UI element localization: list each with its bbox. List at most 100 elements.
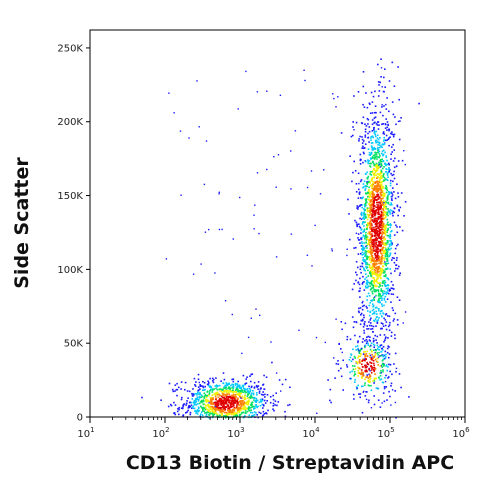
event-dot (243, 398, 246, 401)
event-dot (362, 326, 365, 328)
event-dot (382, 265, 385, 268)
event-dot (389, 213, 391, 215)
event-dot (330, 401, 332, 404)
event-dot (367, 224, 369, 227)
event-dot (264, 396, 266, 398)
event-dot (364, 350, 367, 353)
event-dot (256, 386, 259, 388)
event-dot (376, 342, 378, 344)
event-dot (222, 394, 225, 396)
event-dot (374, 218, 377, 220)
event-dot (361, 136, 363, 138)
event-dot (370, 281, 373, 283)
event-dot (363, 248, 365, 250)
event-dot (211, 389, 214, 391)
event-dot (377, 319, 380, 321)
event-dot (370, 269, 372, 272)
event-dot (228, 393, 231, 396)
event-dot (379, 270, 381, 272)
event-dot (361, 319, 364, 322)
event-dot (376, 254, 379, 256)
event-dot (374, 235, 376, 237)
event-dot (363, 217, 365, 219)
event-dot (273, 409, 275, 412)
event-dot (235, 400, 237, 402)
event-dot (377, 308, 380, 310)
event-dot (354, 368, 357, 370)
event-dot (370, 369, 373, 371)
event-dot (366, 207, 369, 209)
event-dot (219, 410, 221, 413)
event-dot (355, 349, 357, 351)
event-dot (383, 105, 385, 107)
event-dot (362, 85, 365, 88)
y-axis-title: Side Scatter (11, 157, 33, 289)
event-dot (383, 400, 386, 403)
event-dot (383, 275, 385, 277)
event-dot (386, 126, 389, 129)
event-dot (385, 207, 387, 210)
event-dot (381, 363, 384, 366)
event-dot (209, 411, 212, 413)
event-dot (368, 186, 370, 189)
event-dot (373, 298, 375, 301)
event-dot (362, 161, 364, 164)
event-dot (391, 146, 393, 148)
event-dot (393, 261, 396, 264)
event-dot (368, 130, 371, 133)
event-dot (366, 299, 368, 301)
event-dot (361, 265, 364, 268)
event-dot (229, 395, 232, 398)
event-dot (362, 338, 364, 340)
event-dot (387, 241, 389, 244)
event-dot (385, 336, 387, 338)
event-dot (373, 148, 375, 150)
event-dot (374, 280, 376, 282)
event-dot (218, 398, 221, 400)
event-dot (205, 140, 208, 142)
event-dot (370, 151, 373, 154)
event-dot (373, 244, 375, 247)
event-dot (334, 377, 336, 379)
event-dot (382, 359, 384, 361)
event-dot (381, 242, 384, 244)
event-dot (373, 127, 375, 129)
event-dot (215, 385, 218, 387)
event-dot (340, 348, 342, 350)
event-dot (353, 160, 355, 163)
event-dot (378, 90, 381, 92)
event-dot (266, 394, 269, 396)
event-dot (364, 134, 367, 137)
event-dot (381, 150, 384, 153)
event-dot (247, 390, 249, 393)
event-dot (200, 405, 202, 408)
event-dot (289, 386, 291, 389)
event-dot (361, 366, 364, 368)
event-dot (372, 368, 375, 371)
event-dot (355, 361, 357, 363)
event-dot (384, 247, 387, 249)
event-dot (379, 191, 382, 194)
event-dot (378, 300, 381, 302)
event-dot (373, 362, 375, 365)
event-dot (361, 206, 363, 209)
event-dot (374, 318, 377, 320)
event-dot (383, 204, 386, 207)
event-dot (369, 171, 372, 173)
event-dot (367, 285, 370, 288)
event-dot (381, 381, 384, 384)
event-dot (187, 409, 189, 412)
event-dot (394, 312, 397, 315)
event-dot (218, 193, 220, 195)
event-dot (372, 267, 374, 269)
event-dot (373, 158, 376, 160)
event-dot (223, 386, 225, 388)
event-dot (374, 253, 376, 255)
event-dot (355, 279, 357, 282)
event-dot (372, 331, 374, 333)
event-dot (368, 209, 371, 212)
event-dot (370, 325, 373, 327)
event-dot (381, 249, 384, 251)
event-dot (236, 408, 239, 410)
event-dot (384, 250, 386, 252)
